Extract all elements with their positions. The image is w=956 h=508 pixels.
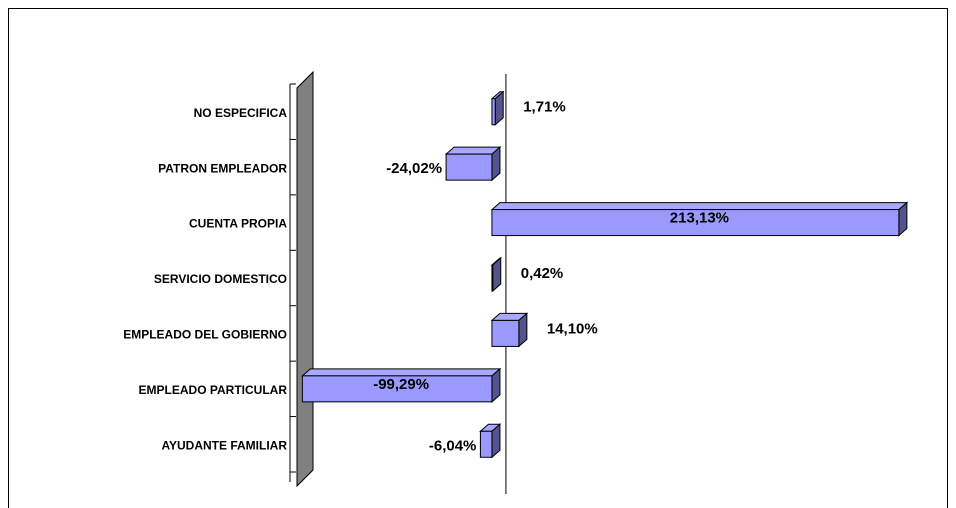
bar-top [301, 368, 502, 377]
bar-front [491, 209, 900, 237]
y-tick-label: PATRON EMPLEADOR [158, 161, 287, 175]
bar [490, 256, 503, 293]
bar-top [444, 146, 502, 155]
value-label: -6,04% [429, 437, 477, 454]
value-label: 14,10% [547, 320, 598, 337]
y-tick-label: NO ESPECIFICA [194, 106, 288, 120]
y-tick-label: AYUDANTE FAMILIAR [161, 438, 287, 452]
bar-front [479, 430, 493, 458]
side-wall [296, 70, 314, 488]
bar [479, 423, 502, 459]
bar-top [490, 202, 909, 211]
bar [490, 201, 909, 237]
y-tick-label: CUENTA PROPIA [189, 217, 287, 231]
bar [490, 312, 529, 348]
y-tick-label: EMPLEADO PARTICULAR [139, 383, 288, 397]
bar-front [491, 264, 494, 292]
value-label: 213,13% [670, 210, 729, 227]
bar [301, 367, 502, 403]
bar-front [301, 375, 493, 403]
chart-border [8, 8, 948, 508]
value-label: 0,42% [521, 265, 564, 282]
bar [490, 90, 505, 126]
bar-front [491, 319, 520, 347]
value-label: -99,29% [373, 376, 429, 393]
value-label: 1,71% [523, 99, 566, 116]
value-label: -24,02% [386, 160, 442, 177]
y-tick-label: EMPLEADO DEL GOBIERNO [123, 328, 287, 342]
bar-front [491, 98, 496, 126]
bar-front [445, 153, 493, 181]
y-tick-label: SERVICIO DOMESTICO [154, 272, 287, 286]
bar [444, 146, 502, 182]
